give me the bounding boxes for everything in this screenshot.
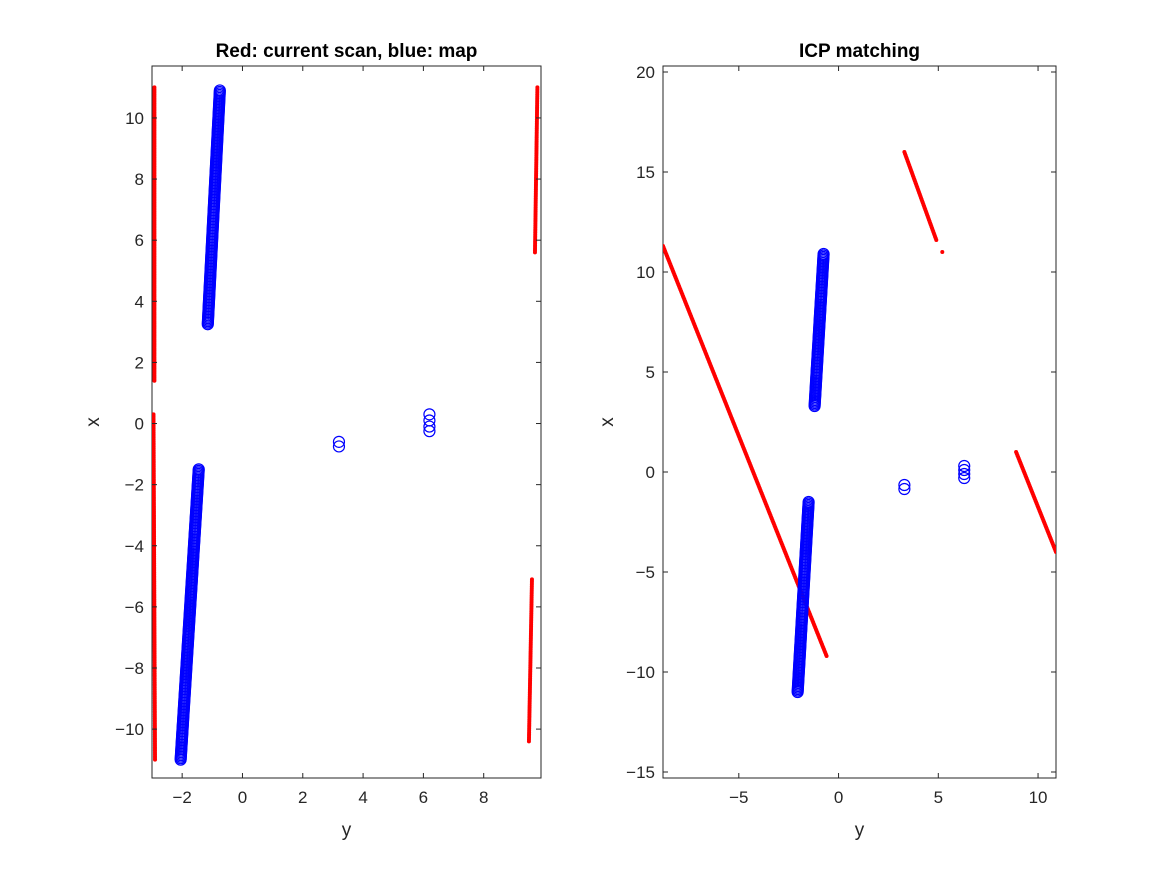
map-point	[423, 425, 436, 438]
x-tick-label: 5	[934, 788, 943, 807]
y-tick-label: −4	[125, 537, 144, 556]
x-tick-label: 4	[358, 788, 367, 807]
map-point	[898, 482, 911, 496]
y-tick-label: 20	[636, 63, 655, 82]
y-tick-label: 0	[135, 415, 144, 434]
x-tick-label: 10	[1029, 788, 1048, 807]
scan-point	[934, 238, 939, 242]
right-chart-title: ICP matching	[799, 41, 920, 62]
map-point	[898, 478, 911, 492]
x-tick-label: 8	[479, 788, 488, 807]
right-plot-box	[662, 65, 1057, 779]
y-tick-label: −5	[636, 563, 655, 582]
y-tick-label: −10	[115, 720, 144, 739]
left-axes: −2 0 2 4 6 8 −10 −8 −6 −4 −2 0 2 4 6 8 10 Red: current s…	[83, 41, 542, 841]
y-tick-label: 5	[646, 363, 655, 382]
right-axis-ticks: −5 0 5 10 −15 −10 −5 0 5 10 15 20	[626, 63, 1056, 807]
y-tick-label: −15	[626, 763, 655, 782]
y-tick-label: 10	[125, 109, 144, 128]
y-tick-label: 10	[636, 263, 655, 282]
scan-point	[1054, 550, 1056, 554]
right-plot-marks	[663, 150, 1056, 699]
y-tick-label: 15	[636, 163, 655, 182]
left-x-axis-label: y	[342, 820, 352, 841]
map-point	[958, 459, 971, 473]
x-tick-label: 0	[834, 788, 843, 807]
map-point	[958, 471, 971, 485]
right-x-axis-label: y	[855, 820, 865, 841]
y-tick-label: 2	[135, 353, 144, 372]
left-plot-marks	[152, 84, 540, 766]
map-point	[174, 753, 187, 766]
x-tick-label: 2	[298, 788, 307, 807]
map-point	[423, 408, 436, 421]
scan-point	[526, 739, 531, 744]
y-tick-label: 0	[646, 463, 655, 482]
y-tick-label: 8	[135, 170, 144, 189]
right-y-axis-label: x	[597, 417, 618, 427]
left-y-axis-label: x	[83, 417, 104, 427]
scan-point	[824, 654, 829, 658]
x-tick-label: −2	[172, 788, 191, 807]
map-point	[332, 440, 346, 453]
scan-point	[152, 378, 157, 383]
map-point	[423, 420, 436, 433]
map-point	[808, 399, 821, 413]
scan-point	[940, 250, 945, 254]
x-tick-label: 6	[419, 788, 428, 807]
y-tick-label: 4	[135, 292, 144, 311]
scan-point	[153, 757, 158, 762]
left-axis-ticks: −2 0 2 4 6 8 −10 −8 −6 −4 −2 0 2 4 6 8 10	[115, 66, 541, 807]
map-point	[958, 463, 971, 477]
map-point	[958, 467, 971, 481]
x-tick-label: 0	[238, 788, 247, 807]
map-point	[791, 685, 804, 699]
y-tick-label: −2	[125, 476, 144, 495]
left-chart-title: Red: current scan, blue: map	[216, 41, 478, 62]
y-tick-label: −10	[626, 663, 655, 682]
scan-point	[532, 250, 537, 255]
map-point	[201, 318, 214, 331]
right-axes: −5 0 5 10 −15 −10 −5 0 5 10 15 20 ICP matching y x	[597, 41, 1057, 841]
y-tick-label: 6	[135, 231, 144, 250]
map-point	[332, 435, 346, 448]
y-tick-label: −8	[125, 659, 144, 678]
x-tick-label: −5	[729, 788, 748, 807]
y-tick-label: −6	[125, 598, 144, 617]
